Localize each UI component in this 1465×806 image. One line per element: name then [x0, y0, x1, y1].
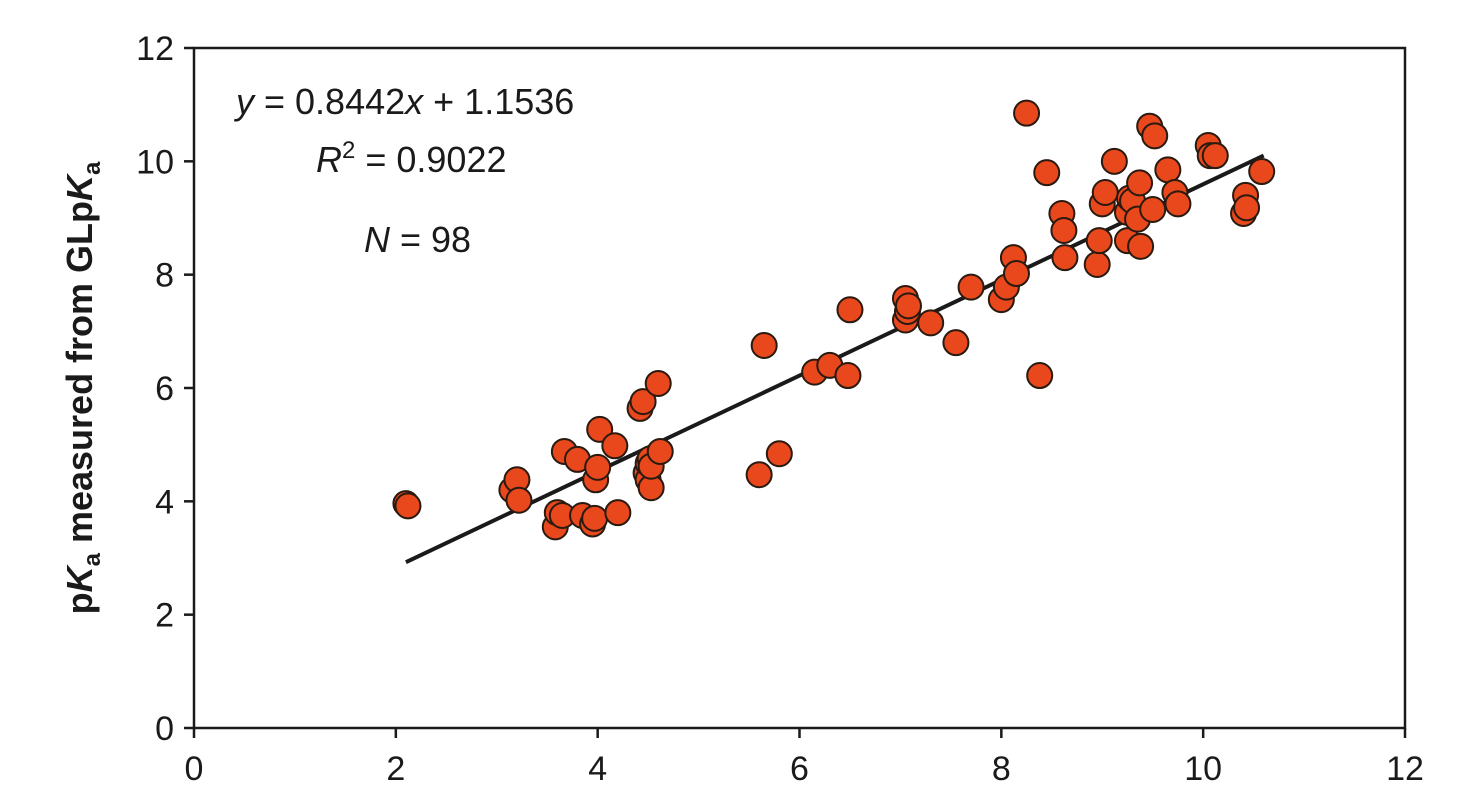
axis-tick-labels: 0 2 4 6 8 10 12 0 2 4 6 8 10 12: [136, 30, 1424, 788]
x-tick-label: 0: [185, 750, 204, 788]
x-tick-label: 8: [992, 750, 1011, 788]
data-point: [1083, 250, 1111, 278]
data-point: [750, 332, 778, 359]
data-point: [584, 453, 612, 481]
x-tick-label: 10: [1184, 750, 1222, 788]
r-squared: R2 = 0.9022: [316, 137, 507, 180]
data-point: [1126, 169, 1154, 197]
data-point: [957, 273, 985, 301]
y-tick-label: 10: [136, 143, 174, 181]
data-point: [1002, 260, 1030, 288]
data-points: [392, 99, 1276, 541]
data-point: [1201, 142, 1229, 170]
data-point: [834, 362, 862, 390]
y-axis-label-sub2: a: [79, 161, 106, 175]
data-point: [629, 388, 657, 416]
data-point: [604, 499, 632, 527]
sample-size: N = 98: [364, 219, 471, 260]
data-point: [745, 461, 773, 489]
data-point: [505, 486, 533, 514]
data-point: [581, 504, 609, 532]
x-tick-label: 4: [588, 750, 607, 788]
y-tick-label: 2: [155, 597, 174, 635]
x-tick-label: 12: [1386, 750, 1424, 788]
y-tick-label: 8: [155, 257, 174, 295]
data-point: [836, 296, 864, 324]
y-axis-label-main: measured from GLp: [59, 201, 100, 553]
data-point: [1033, 159, 1061, 187]
data-point: [765, 440, 793, 468]
x-tick-label: 6: [790, 750, 809, 788]
data-point: [1233, 194, 1261, 222]
axis-ticks: [184, 46, 1407, 738]
y-tick-label: 12: [136, 30, 174, 68]
y-tick-label: 4: [155, 483, 174, 521]
data-point: [1091, 179, 1119, 206]
data-point: [1248, 158, 1276, 186]
data-point: [894, 292, 922, 320]
data-point: [1026, 362, 1054, 390]
y-axis-label-k: K: [59, 563, 100, 592]
data-point: [1141, 122, 1169, 150]
y-tick-label: 6: [155, 370, 174, 408]
y-axis-label: pKa measured from GLpKa: [59, 161, 106, 614]
data-point: [942, 329, 970, 357]
y-axis-label-sub: a: [79, 552, 106, 566]
data-point: [394, 492, 422, 520]
data-point: [601, 432, 629, 460]
y-axis-label-k2: K: [59, 172, 100, 201]
data-point: [1085, 227, 1113, 255]
data-point: [1154, 156, 1182, 184]
data-point: [1013, 99, 1041, 127]
data-point: [1100, 147, 1128, 175]
data-point: [1127, 232, 1155, 260]
data-point: [646, 437, 674, 465]
data-point: [1051, 244, 1079, 272]
data-point: [586, 415, 614, 443]
fit-equation: y = 0.8442x + 1.1536: [233, 81, 574, 122]
data-point: [644, 369, 672, 397]
y-tick-label: 0: [155, 710, 174, 748]
x-tick-label: 2: [386, 750, 405, 788]
data-point: [1050, 216, 1078, 244]
data-point: [1139, 196, 1167, 223]
data-point: [917, 309, 945, 337]
data-point: [1164, 190, 1192, 218]
y-axis-label-p: p: [59, 592, 100, 614]
